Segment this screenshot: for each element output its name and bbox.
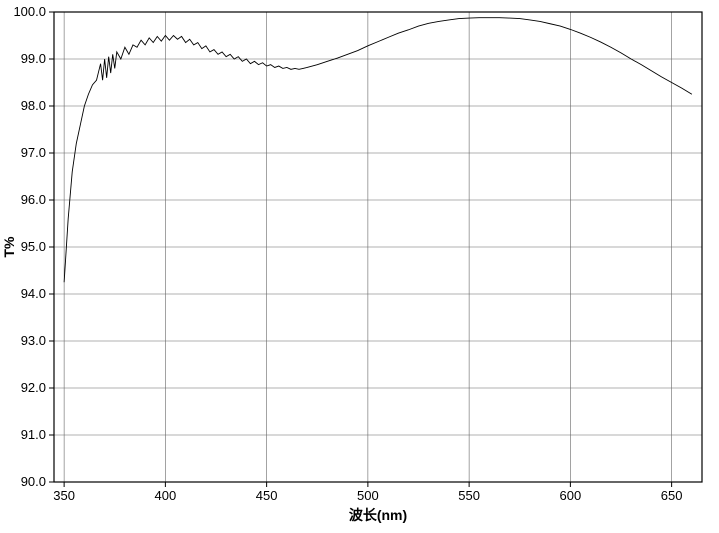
transmittance-chart: 350 400 450 500 550 600 650 90.0 91.0 92.0 93.0 94.… (0, 0, 719, 533)
x-tick-label: 350 (53, 488, 75, 503)
y-tick-label: 96.0 (21, 192, 46, 207)
y-tick-label: 100.0 (13, 4, 46, 19)
x-tick-label: 650 (661, 488, 683, 503)
y-tick-label: 95.0 (21, 239, 46, 254)
x-axis-label: 波长(nm) (349, 507, 407, 523)
y-tick-label: 93.0 (21, 333, 46, 348)
y-axis-label: T% (1, 236, 17, 258)
y-tick-label: 97.0 (21, 145, 46, 160)
y-tick-label: 98.0 (21, 98, 46, 113)
x-tick-label: 550 (458, 488, 480, 503)
y-tick-label: 92.0 (21, 380, 46, 395)
chart-svg: 350 400 450 500 550 600 650 90.0 91.0 92.0 93.0 94.… (0, 0, 719, 533)
y-tick-label: 91.0 (21, 427, 46, 442)
x-tick-label: 400 (155, 488, 177, 503)
x-tick-label: 500 (357, 488, 379, 503)
y-tick-label: 90.0 (21, 474, 46, 489)
y-tick-label: 99.0 (21, 51, 46, 66)
x-tick-label: 450 (256, 488, 278, 503)
y-tick-label: 94.0 (21, 286, 46, 301)
x-tick-label: 600 (560, 488, 582, 503)
